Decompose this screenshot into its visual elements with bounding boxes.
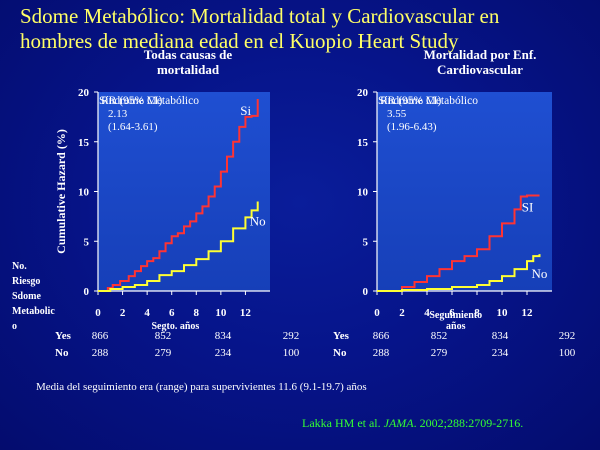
risk-cell: 279	[155, 347, 172, 359]
annotation-rr-header: RR (95% CI)	[101, 95, 163, 107]
x-tick-label: 0	[95, 307, 101, 319]
risk-cell: 852	[155, 330, 172, 342]
risk-cell: 234	[492, 347, 509, 359]
series-line-no	[98, 201, 259, 292]
series-line-no	[377, 254, 541, 292]
title-line-1: Sdome Metabólico: Mortalidad total y Car…	[20, 4, 500, 28]
x-tick-label: 0	[374, 307, 380, 319]
series-label: Si	[240, 103, 251, 118]
series-line-si	[377, 194, 540, 292]
risk-row-label: Yes	[333, 330, 350, 342]
x-tick-label: 2	[399, 307, 405, 319]
risk-sidebar-label: No. Riesgo Sdome Metabolic o	[12, 259, 55, 334]
series-label: SI	[522, 199, 534, 214]
annotation-rr-value: 2.13	[108, 108, 128, 120]
x-tick-label: 10	[497, 307, 509, 319]
y-tick-label: 0	[84, 286, 90, 298]
risk-cell: 288	[373, 347, 390, 359]
series-line-si	[98, 98, 259, 292]
sidebar-line: o	[12, 321, 17, 332]
x-tick-label: 6	[449, 307, 455, 319]
series-label: No	[532, 266, 548, 281]
sidebar-line: No.	[12, 261, 27, 272]
sidebar-line: Riesgo	[12, 276, 41, 287]
risk-cell: 834	[215, 330, 232, 342]
risk-cell: 292	[559, 330, 576, 342]
followup-note: Media del seguimiento era (range) para s…	[36, 381, 367, 393]
citation: Lakka HM et al. JAMA. 2002;288:2709-2716…	[302, 416, 523, 431]
x-tick-label: 10	[215, 307, 227, 319]
annotation-rr-value: (1.96-6.43)	[387, 121, 437, 133]
risk-cell: 234	[215, 347, 232, 359]
risk-cell: 279	[431, 347, 448, 359]
annotation-rr-value: 3.55	[387, 108, 407, 120]
annotation-rr-header: RR (95% CI)	[380, 95, 442, 107]
x-axis-label: Seguimiento	[429, 310, 482, 321]
y-tick-label: 5	[363, 236, 369, 248]
y-axis-label: Cumulative Hazard (%)	[54, 129, 68, 254]
risk-cell: 288	[92, 347, 109, 359]
risk-cell: 866	[92, 330, 109, 342]
risk-row-label: No	[55, 347, 69, 359]
chart-2-title: Mortalidad por Enf. Cardiovascular	[423, 47, 537, 77]
series-label: No	[250, 213, 266, 228]
annotation-syndrome: Síndrome Metabólico	[99, 95, 199, 107]
x-tick-label: 4	[144, 307, 150, 319]
x-tick-label: 2	[120, 307, 126, 319]
y-tick-label: 5	[84, 236, 90, 248]
risk-cell: 866	[373, 330, 390, 342]
x-tick-label: 12	[522, 307, 534, 319]
x-axis-label: Segto. años	[152, 321, 200, 332]
chart-1-title: Todas causas de mortalidad	[143, 47, 233, 77]
x-tick-label: 8	[194, 307, 200, 319]
annotation-rr-value: (1.64-3.61)	[108, 121, 158, 133]
y-tick-label: 20	[78, 87, 90, 99]
risk-cell: 834	[492, 330, 509, 342]
y-tick-label: 20	[357, 87, 369, 99]
citation-rest: . 2002;288:2709-2716.	[413, 416, 524, 430]
citation-journal: JAMA	[383, 416, 414, 430]
x-tick-label: 6	[169, 307, 175, 319]
x-tick-label: 8	[474, 307, 480, 319]
risk-cell: 100	[559, 347, 576, 359]
risk-cell: 292	[283, 330, 300, 342]
sidebar-line: Metabolic	[12, 306, 55, 317]
sidebar-line: Sdome	[12, 291, 41, 302]
slide-title: Sdome Metabólico: Mortalidad total y Car…	[20, 4, 580, 54]
title-line-2: hombres de mediana edad en el Kuopio Hea…	[20, 29, 459, 53]
risk-cell: 100	[283, 347, 300, 359]
y-tick-label: 0	[363, 286, 369, 298]
risk-row-label: Yes	[55, 330, 72, 342]
citation-authors: Lakka HM et al.	[302, 416, 384, 430]
annotation-syndrome: Síndrome Metabólico	[378, 95, 478, 107]
x-axis-label: años	[446, 321, 466, 332]
x-tick-label: 4	[424, 307, 430, 319]
y-tick-label: 10	[357, 187, 369, 199]
x-tick-label: 12	[240, 307, 252, 319]
y-tick-label: 15	[78, 137, 90, 149]
y-tick-label: 15	[357, 137, 369, 149]
y-tick-label: 10	[78, 187, 90, 199]
risk-cell: 852	[431, 330, 448, 342]
risk-row-label: No	[333, 347, 347, 359]
plot-area	[98, 92, 270, 291]
